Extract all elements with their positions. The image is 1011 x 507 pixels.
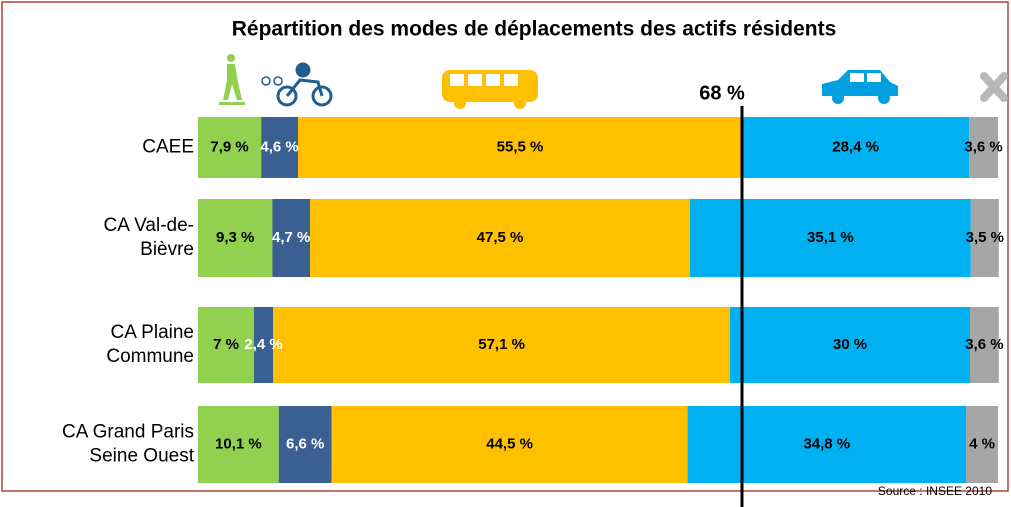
value-label: 4 % <box>969 435 995 452</box>
value-label: 44,5 % <box>486 435 533 452</box>
category-label: Seine Ouest <box>89 446 194 467</box>
car-icon <box>822 70 898 104</box>
value-label: 7,9 % <box>210 138 248 155</box>
value-label: 55,5 % <box>497 138 544 155</box>
bar-segment <box>331 406 688 483</box>
source: Source : INSEE 2010 <box>878 484 992 498</box>
bar-segment <box>687 406 966 483</box>
bar-segment <box>272 199 310 277</box>
bar-segment <box>273 307 730 383</box>
bus-icon <box>442 70 538 109</box>
value-label: 35,1 % <box>807 229 854 246</box>
bar-segment <box>742 117 970 178</box>
category-label: Bièvre <box>140 239 194 260</box>
category-label: CA Grand Paris <box>62 422 194 443</box>
category-label: CA Val-de- <box>104 215 194 236</box>
walk-icon <box>219 54 245 105</box>
category-label: Commune <box>106 346 194 367</box>
value-label: 7 % <box>213 336 239 353</box>
value-label: 9,3 % <box>216 229 254 246</box>
bar-segment <box>198 117 262 178</box>
bar-segment <box>310 199 690 277</box>
value-label: 2,4 % <box>244 336 282 353</box>
value-label: 3,6 % <box>965 336 1003 353</box>
bike-moto-icon <box>261 62 333 107</box>
bar-segment <box>278 406 332 483</box>
bar-segment <box>970 307 999 383</box>
value-label: 47,5 % <box>477 229 524 246</box>
reference-label: 68 % <box>699 82 745 104</box>
bar-segment <box>198 406 279 483</box>
bar-segment <box>966 406 998 483</box>
bar-segment <box>730 307 970 383</box>
other-icon <box>980 72 1008 102</box>
value-label: 6,6 % <box>286 435 324 452</box>
value-label: 28,4 % <box>832 138 879 155</box>
bar-segment <box>690 199 971 277</box>
bar-segment <box>198 307 254 383</box>
value-label: 57,1 % <box>478 336 525 353</box>
value-label: 3,6 % <box>964 138 1002 155</box>
value-label: 34,8 % <box>803 435 850 452</box>
value-label: 30 % <box>833 336 867 353</box>
value-label: 4,7 % <box>272 229 310 246</box>
value-label: 3,5 % <box>966 229 1004 246</box>
bar-segment <box>261 117 298 178</box>
chart-title: Répartition des modes de déplacements de… <box>232 18 837 41</box>
bar-segment <box>298 117 742 178</box>
bar-segment <box>254 307 274 383</box>
bar-segment <box>969 117 998 178</box>
bar-segment <box>198 199 273 277</box>
category-label: CA Plaine <box>111 322 194 343</box>
bar-segment <box>970 199 999 277</box>
value-label: 10,1 % <box>215 435 262 452</box>
category-label: CAEE <box>142 137 194 158</box>
value-label: 4,6 % <box>260 138 298 155</box>
